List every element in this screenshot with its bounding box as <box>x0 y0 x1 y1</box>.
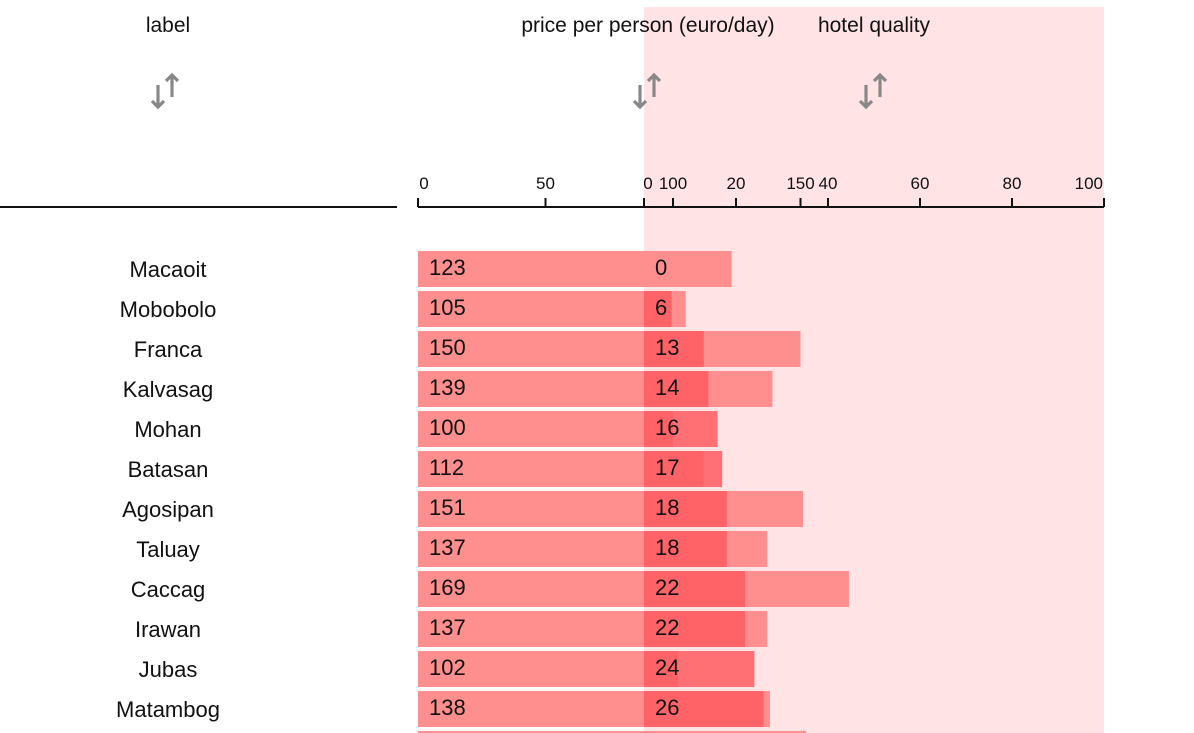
row-label: Caccag <box>131 577 206 602</box>
row-label: Mohan <box>134 417 201 442</box>
quality-value-label: 16 <box>655 415 679 440</box>
row-label: Matambog <box>116 697 220 722</box>
quality-bar <box>644 291 672 327</box>
quality-axis-tick-label: 40 <box>819 174 838 193</box>
table-row[interactable]: Caccag 169 22 <box>131 571 849 607</box>
quality-value-label: 22 <box>655 615 679 640</box>
price-value-label: 123 <box>429 255 466 280</box>
quality-value-label: 26 <box>655 695 679 720</box>
price-value-label: 137 <box>429 615 466 640</box>
table-row[interactable]: Franca 150 13 <box>134 331 801 367</box>
rows: Macaoit 123 0 Mobobolo 105 6 Franca 150 13 Kalvas… <box>116 251 849 733</box>
quality-value-label: 14 <box>655 375 679 400</box>
price-axis-tick-label: 50 <box>536 174 555 193</box>
row-label: Franca <box>134 337 203 362</box>
quality-bar <box>644 451 723 487</box>
quality-value-label: 18 <box>655 535 679 560</box>
quality-axis-tick-label: 100 <box>1075 174 1103 193</box>
quality-axis: 0 20 40 60 80 100 <box>643 174 1105 208</box>
quality-bar <box>644 611 746 647</box>
price-value-label: 105 <box>429 295 466 320</box>
table-row[interactable]: Jubas 102 24 <box>139 651 755 687</box>
price-bar <box>418 371 773 407</box>
table-row[interactable]: Mobobolo 105 6 <box>120 291 686 327</box>
quality-bar <box>644 371 709 407</box>
price-bar <box>418 491 804 527</box>
quality-axis-tick-label: 80 <box>1003 174 1022 193</box>
quality-value-label: 6 <box>655 295 667 320</box>
quality-axis-tick-label: 0 <box>643 174 652 193</box>
table-row[interactable]: Macaoit 123 0 <box>129 251 732 287</box>
price-value-label: 102 <box>429 655 466 680</box>
price-axis-tick-label: 0 <box>419 174 428 193</box>
price-column-header[interactable]: price per person (euro/day) <box>521 14 774 37</box>
price-bar <box>418 411 673 447</box>
price-bar <box>418 251 732 287</box>
table-row[interactable]: Agosipan 151 18 <box>122 491 804 527</box>
table-row[interactable]: Irawan 137 22 <box>135 611 768 647</box>
row-label: Agosipan <box>122 497 214 522</box>
price-value-label: 137 <box>429 535 466 560</box>
price-bar <box>418 291 686 327</box>
quality-value-label: 13 <box>655 335 679 360</box>
next-row-price-bar <box>418 731 806 733</box>
row-label: Kalvasag <box>123 377 214 402</box>
quality-column-header[interactable]: hotel quality <box>818 14 931 37</box>
price-axis-tick-label: 100 <box>659 174 687 193</box>
quality-bar <box>644 651 755 687</box>
row-label: Jubas <box>139 657 198 682</box>
price-value-label: 151 <box>429 495 466 520</box>
row-label: Macaoit <box>129 257 206 282</box>
price-bar <box>418 331 801 367</box>
quality-bar <box>644 531 727 567</box>
price-value-label: 100 <box>429 415 466 440</box>
price-bar <box>418 571 849 607</box>
table-row[interactable]: Batasan 112 17 <box>128 451 723 487</box>
label-column-header[interactable]: label <box>146 14 190 37</box>
price-value-label: 139 <box>429 375 466 400</box>
table-row[interactable]: Matambog 138 26 <box>116 691 770 727</box>
quality-value-label: 18 <box>655 495 679 520</box>
quality-bar <box>644 331 704 367</box>
label-sort-icon[interactable] <box>150 72 180 110</box>
price-sort-icon[interactable] <box>632 72 662 110</box>
price-value-label: 112 <box>429 455 464 480</box>
price-axis-tick-label: 150 <box>786 174 814 193</box>
price-value-label: 138 <box>429 695 466 720</box>
price-bar <box>418 651 679 687</box>
quality-value-label: 24 <box>655 655 679 680</box>
quality-bar <box>644 491 727 527</box>
row-label: Irawan <box>135 617 201 642</box>
price-value-label: 150 <box>429 335 466 360</box>
table-row[interactable]: Mohan 100 16 <box>134 411 718 447</box>
quality-value-label: 17 <box>655 455 679 480</box>
quality-bar <box>644 571 746 607</box>
row-label: Taluay <box>136 537 200 562</box>
table-row[interactable]: Taluay 137 18 <box>136 531 768 567</box>
quality-value-label: 22 <box>655 575 679 600</box>
row-label: Mobobolo <box>120 297 217 322</box>
quality-bar <box>644 411 718 447</box>
row-label: Batasan <box>128 457 209 482</box>
quality-bar <box>644 691 764 727</box>
price-value-label: 169 <box>429 575 466 600</box>
quality-axis-tick-label: 60 <box>911 174 930 193</box>
quality-sort-icon[interactable] <box>858 72 888 110</box>
table-row[interactable]: Kalvasag 139 14 <box>123 371 773 407</box>
quality-value-label: 0 <box>655 255 667 280</box>
quality-axis-tick-label: 20 <box>727 174 746 193</box>
